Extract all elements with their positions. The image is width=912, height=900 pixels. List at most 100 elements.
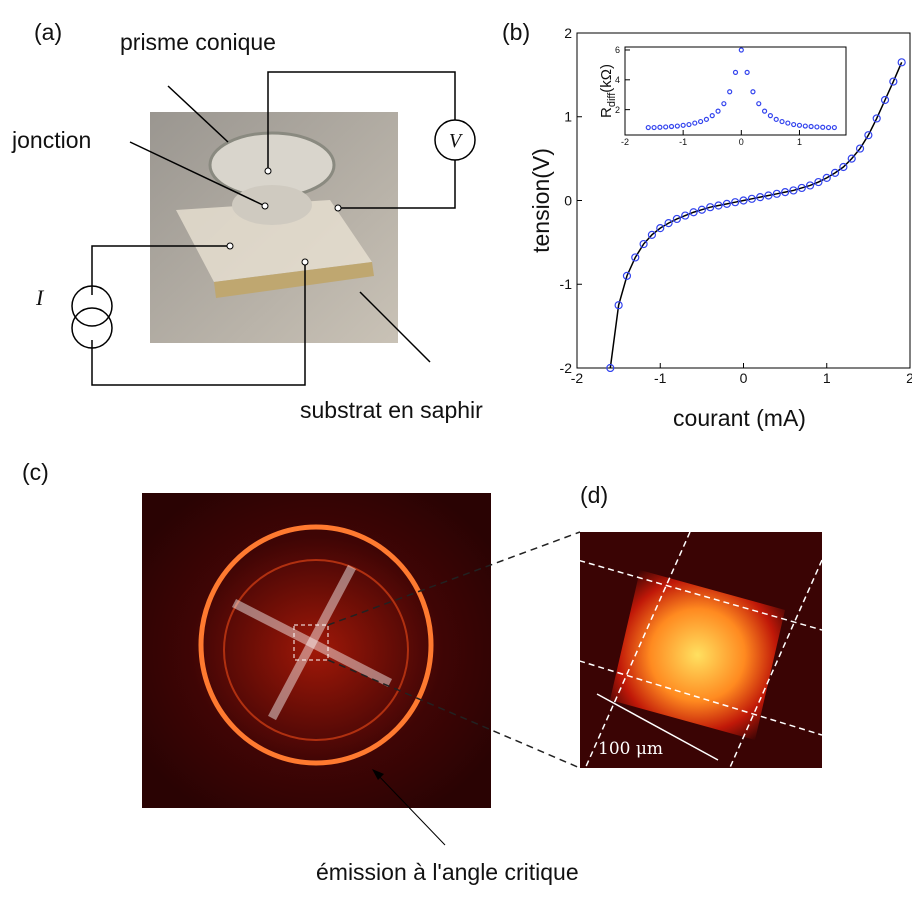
x-tick-label: 0 — [740, 370, 748, 386]
data-point — [674, 123, 680, 129]
source — [71, 285, 113, 327]
data-point — [756, 193, 765, 202]
y-axis-label: Rdiff(kΩ) — [598, 64, 618, 118]
data-point — [656, 224, 665, 233]
label: substrat en saphir — [300, 397, 483, 423]
y-tick-label: 2 — [615, 105, 620, 115]
data-point — [622, 271, 632, 280]
data-point — [764, 191, 773, 200]
y-axis-label: tension(V) — [528, 148, 554, 253]
y-axis-label-part: R — [598, 107, 615, 118]
data-point — [686, 121, 692, 128]
symbol: I — [35, 285, 45, 310]
data-point — [606, 363, 615, 372]
y-axis-label-part: diff — [606, 92, 618, 107]
voltmeter — [434, 119, 476, 161]
label: jonction — [11, 127, 91, 153]
fit-line — [609, 62, 903, 369]
label: prisme conique — [120, 29, 276, 55]
x-tick-label: 2 — [906, 370, 912, 386]
data-point — [645, 124, 651, 131]
data-point — [715, 108, 721, 114]
data-point — [714, 201, 723, 210]
data-point — [897, 58, 906, 67]
panel-label: (d) — [580, 482, 608, 508]
data-point — [781, 188, 790, 197]
data-point — [872, 114, 881, 123]
scale-arrow — [596, 693, 719, 761]
source — [71, 307, 113, 349]
scale-label: 100 μm — [598, 739, 663, 759]
x-tick-label: 1 — [797, 137, 802, 147]
data-point — [747, 194, 756, 203]
data-point — [692, 120, 698, 126]
symbol: V — [449, 130, 464, 152]
x-tick-label: -1 — [679, 137, 687, 147]
data-point — [738, 47, 744, 53]
series — [606, 58, 906, 372]
data-point — [681, 211, 690, 220]
x-tick-label: 1 — [823, 370, 831, 386]
data-point — [796, 122, 803, 128]
substrate — [176, 200, 372, 282]
data-point — [750, 89, 756, 95]
plot-frame — [624, 46, 847, 136]
y-tick-label: 4 — [615, 75, 620, 85]
data-point — [839, 162, 848, 172]
arrow — [374, 771, 446, 846]
data-point — [822, 173, 831, 182]
line — [231, 598, 393, 688]
data-point — [631, 253, 640, 262]
panel-label: (b) — [502, 19, 530, 45]
data-point — [785, 120, 791, 126]
data-point — [808, 123, 814, 130]
data-point — [672, 214, 682, 224]
data-point — [639, 239, 648, 249]
panel-label: (a) — [34, 19, 62, 45]
data-point — [830, 168, 840, 177]
data-point — [727, 89, 733, 95]
data-point — [739, 196, 748, 205]
data-point — [772, 189, 781, 198]
y-axis-label-part: (kΩ) — [598, 64, 615, 93]
data-point — [680, 122, 686, 128]
panel-label: (c) — [22, 459, 49, 485]
data-point — [889, 77, 898, 86]
y-tick-label: -1 — [560, 276, 573, 292]
x-tick-label: 0 — [739, 137, 744, 147]
y-tick-label: -2 — [560, 360, 573, 376]
data-point — [814, 124, 820, 130]
data-point — [767, 113, 773, 119]
data-point — [721, 101, 727, 107]
data-point — [731, 198, 740, 207]
data-point — [706, 203, 715, 212]
x-tick-label: -2 — [571, 370, 584, 386]
data-point — [689, 208, 698, 217]
prism-base — [232, 185, 312, 225]
y-tick-label: 6 — [615, 45, 620, 55]
arrow-head — [372, 769, 384, 780]
data-point — [864, 131, 873, 140]
data-point — [797, 183, 806, 193]
data-point — [802, 123, 808, 129]
data-point — [614, 301, 623, 310]
y-tick-label: 2 — [564, 25, 572, 41]
data-point — [744, 69, 750, 75]
data-point — [779, 118, 785, 125]
y-tick-label: 1 — [564, 109, 572, 125]
zoom-box — [293, 624, 329, 661]
data-point — [761, 108, 768, 114]
data-point — [647, 230, 657, 239]
substrate-edge — [214, 262, 374, 298]
circuit — [91, 71, 456, 386]
data-point — [722, 199, 731, 208]
series — [645, 47, 837, 131]
data-point — [651, 124, 657, 131]
x-axis-label: courant (mA) — [673, 405, 806, 431]
data-point — [855, 144, 865, 153]
ring — [223, 559, 409, 741]
data-point — [698, 118, 704, 125]
data-point — [814, 177, 823, 187]
data-point — [791, 121, 797, 128]
